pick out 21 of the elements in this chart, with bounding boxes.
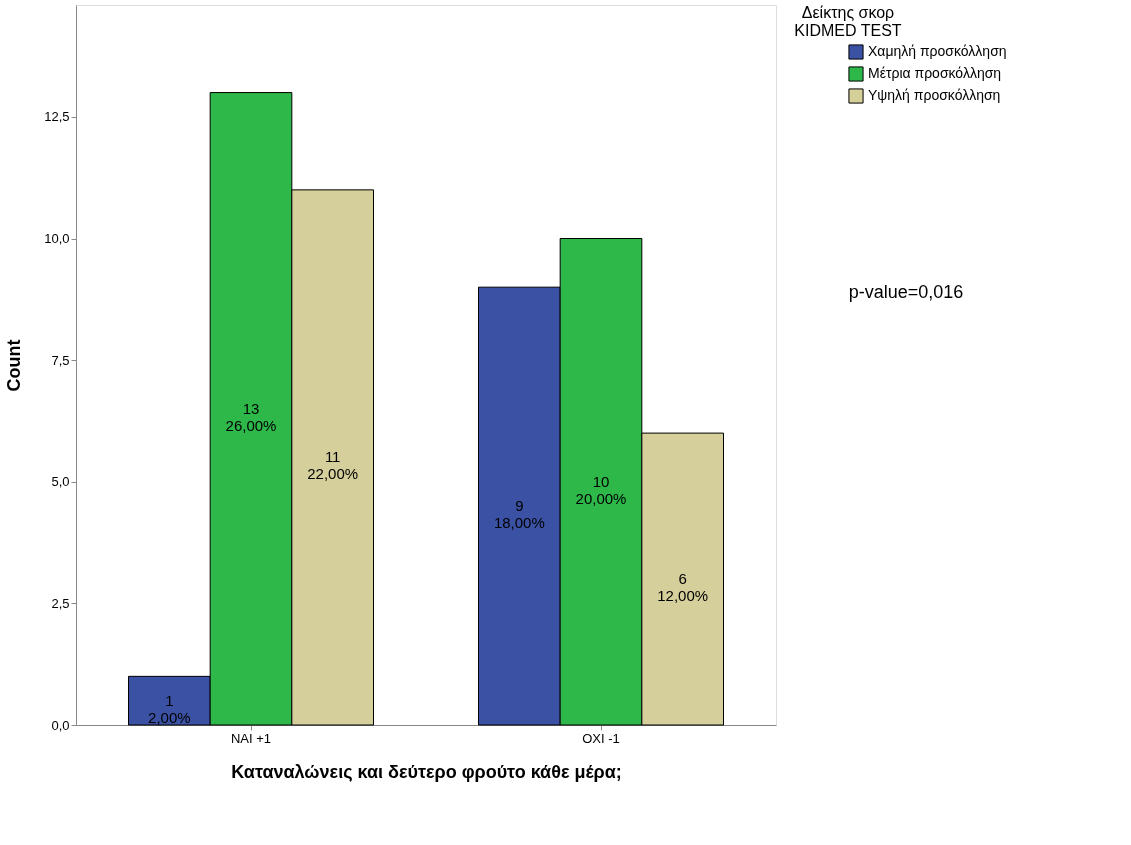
x-axis-title: Καταναλώνεις και δεύτερο φρούτο κάθε μέρα;: [231, 761, 622, 782]
data-label: 11 22,00%: [307, 448, 359, 483]
legend-label: Μέτρια προσκόλληση: [868, 65, 1002, 81]
x-tick-label: NAI +1: [230, 730, 272, 746]
legend-title: Δείκτης σκορ KIDMED TEST: [794, 4, 902, 39]
legend-label: Χαμηλή προσκόλληση: [868, 43, 1007, 59]
y-tick-label: 10,0: [44, 231, 70, 247]
text: p-value=0,016: [848, 282, 964, 302]
legend-label: Υψηλή προσκόλληση: [868, 87, 1001, 103]
data-label: 13 26,00%: [225, 399, 277, 434]
y-tick-label: 5,0: [51, 474, 70, 490]
y-tick-label: 0,0: [51, 717, 70, 733]
y-axis-title: Count: [4, 339, 25, 392]
x-tick-label: OXI -1: [582, 730, 620, 746]
data-label: 9 18,00%: [493, 497, 545, 532]
y-tick-label: 2,5: [51, 595, 70, 611]
y-tick-label: 12,5: [44, 109, 70, 125]
y-tick-label: 7,5: [51, 352, 70, 368]
data-label: 6 12,00%: [657, 570, 709, 605]
data-label: 10 20,00%: [575, 472, 627, 507]
data-label: 1 2,00%: [148, 691, 191, 726]
